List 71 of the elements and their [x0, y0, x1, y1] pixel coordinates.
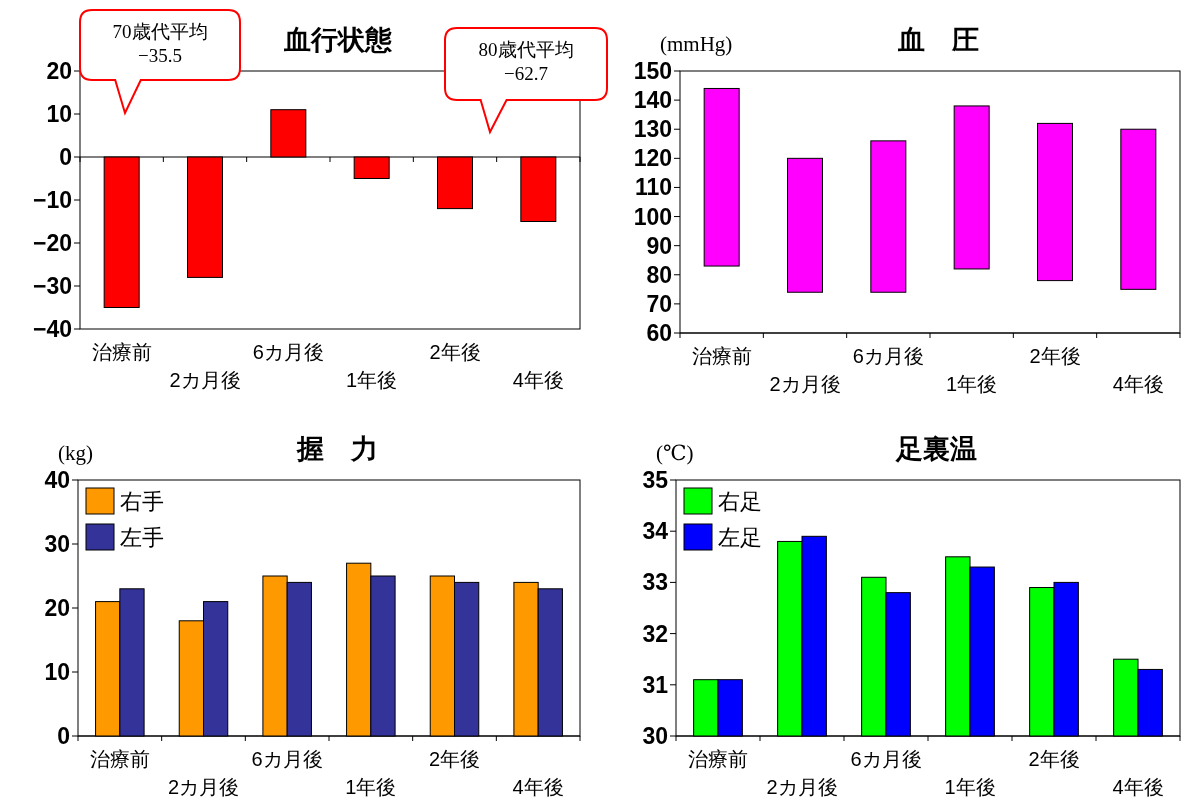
y-tick-label: −10 [32, 187, 72, 213]
y-tick-label: 30 [642, 723, 668, 749]
x-tick-label: 6カ月後 [852, 345, 924, 367]
y-tick-label: 31 [642, 671, 669, 698]
bar [787, 157, 823, 293]
y-tick-label: 100 [633, 203, 672, 230]
x-tick-label: 2カ月後 [766, 776, 838, 798]
x-tick-label: 治療前 [91, 341, 152, 363]
x-tick-label: 1年後 [944, 776, 996, 798]
x-tick-label: 6カ月後 [850, 748, 922, 770]
y-tick-label: 110 [634, 174, 672, 201]
y-tick-label: 60 [646, 320, 672, 346]
chart-title: 血行状態 [283, 25, 393, 55]
bar [1037, 122, 1073, 282]
x-tick-label: 6カ月後 [252, 341, 324, 363]
y-tick-label: 10 [44, 659, 70, 685]
y-tick-label: 90 [646, 232, 672, 259]
x-tick-label: 4年後 [512, 776, 564, 798]
x-tick-label: 4年後 [1112, 373, 1164, 395]
bar [703, 87, 740, 267]
y-tick-label: 10 [46, 101, 72, 127]
legend-label: 左足 [718, 525, 762, 550]
y-tick-label: −20 [32, 230, 72, 256]
y-axis-title: (mmHg) [660, 32, 733, 56]
y-tick-label: 34 [642, 518, 669, 545]
y-tick-label: 130 [633, 116, 672, 143]
chart-title: 足裏温 [894, 434, 977, 464]
chart-title: 血 圧 [896, 25, 979, 55]
y-tick-label: 40 [44, 467, 70, 493]
legend-label: 右手 [120, 489, 164, 514]
y-tick-label: 150 [633, 58, 672, 84]
y-tick-label: 70 [646, 290, 672, 317]
x-tick-label: 2カ月後 [167, 776, 240, 798]
y-tick-label: 0 [59, 144, 72, 170]
y-tick-label: 80 [646, 261, 672, 288]
y-tick-label: 140 [633, 87, 672, 114]
legend-label: 右足 [718, 489, 762, 514]
bar [1120, 128, 1157, 290]
y-axis-title: (kg) [58, 441, 93, 465]
x-tick-label: 2年後 [1029, 345, 1081, 367]
bar [953, 105, 990, 270]
x-tick-label: 4年後 [512, 369, 564, 391]
y-tick-label: −40 [32, 316, 72, 342]
x-tick-label: 2年後 [429, 341, 481, 363]
y-tick-label: −30 [32, 273, 72, 299]
chart-title: 握 力 [295, 434, 378, 464]
x-tick-label: 2カ月後 [769, 373, 841, 395]
x-tick-label: 1年後 [946, 373, 998, 395]
y-tick-label: 35 [642, 467, 669, 493]
x-tick-label: 治療前 [89, 748, 150, 770]
y-tick-label: 32 [642, 620, 668, 647]
x-tick-label: 2カ月後 [169, 369, 241, 391]
x-tick-label: 1年後 [346, 369, 398, 391]
y-tick-label: 20 [46, 58, 72, 84]
x-tick-label: 2年後 [428, 748, 481, 770]
text: 70歳代平均 −35.5 [112, 21, 208, 66]
legend-label: 左手 [120, 525, 164, 550]
annotation: 80歳代平均 −62.7 [478, 39, 574, 84]
y-axis-title: (℃) [656, 441, 694, 465]
x-tick-label: 治療前 [688, 748, 748, 770]
y-tick-label: 33 [642, 569, 668, 596]
bar [870, 140, 907, 293]
x-tick-label: 6カ月後 [251, 748, 323, 770]
x-tick-label: 2年後 [1028, 748, 1080, 770]
x-tick-label: 4年後 [1112, 776, 1164, 798]
x-tick-label: 治療前 [691, 345, 752, 367]
y-tick-label: 20 [44, 595, 70, 621]
y-tick-label: 120 [633, 145, 672, 172]
y-tick-label: 30 [44, 531, 70, 557]
y-tick-label: 0 [57, 723, 70, 749]
x-tick-label: 1年後 [345, 776, 397, 798]
